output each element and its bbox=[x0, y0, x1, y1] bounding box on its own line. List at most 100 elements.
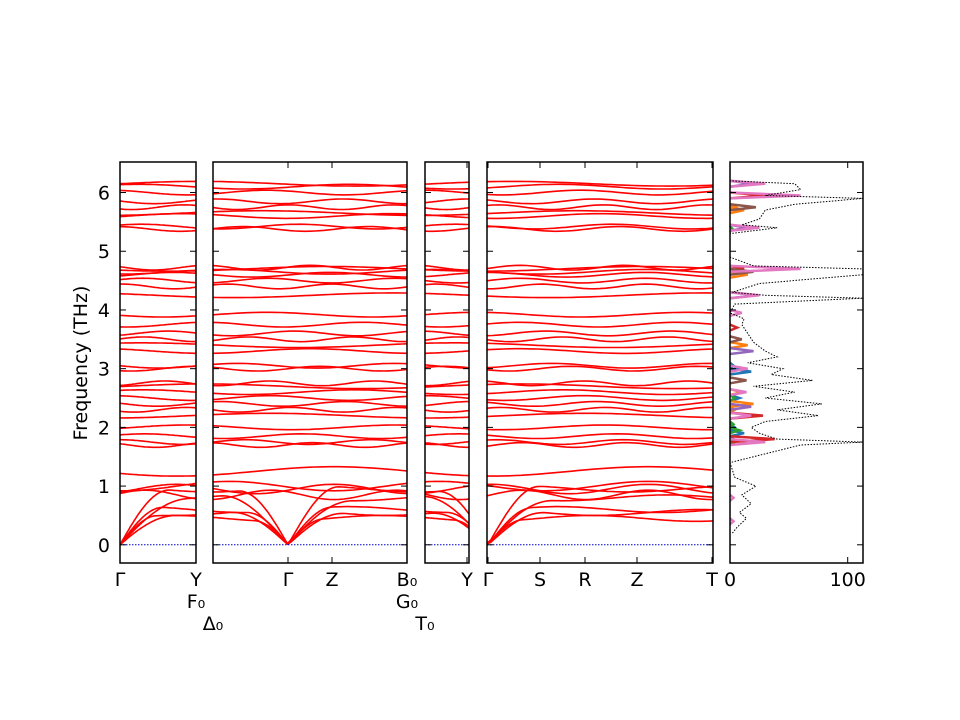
band-line bbox=[212, 489, 408, 501]
band-line bbox=[486, 365, 714, 372]
band-line bbox=[486, 342, 714, 349]
band-line bbox=[424, 279, 470, 284]
band-line bbox=[119, 406, 197, 413]
band-line bbox=[119, 433, 197, 439]
band-line bbox=[424, 206, 470, 211]
band-line bbox=[119, 223, 197, 229]
y-tick-label: 4 bbox=[98, 300, 110, 322]
band-line bbox=[212, 380, 408, 387]
band-line bbox=[119, 489, 197, 500]
band-line bbox=[486, 438, 714, 446]
band-line bbox=[424, 442, 469, 449]
band-line bbox=[424, 292, 469, 296]
band-line bbox=[212, 311, 408, 318]
panel-frame bbox=[424, 161, 470, 564]
x-tick-label: T bbox=[705, 569, 718, 591]
x-tick-label: B₀ bbox=[397, 569, 418, 591]
x-tick-label: Γ bbox=[115, 569, 126, 591]
band-line bbox=[425, 330, 470, 337]
band-line bbox=[486, 292, 714, 299]
band-line bbox=[212, 283, 408, 290]
y-tick-label: 0 bbox=[98, 535, 110, 557]
band-line bbox=[486, 389, 714, 396]
y-tick-label: 5 bbox=[98, 241, 110, 263]
band-line bbox=[424, 480, 470, 484]
band-line bbox=[119, 225, 197, 233]
acoustic-band-line bbox=[486, 494, 714, 545]
band-line bbox=[486, 212, 714, 220]
x-tick-label: Z bbox=[325, 569, 338, 591]
band-line bbox=[425, 384, 470, 388]
band-line bbox=[212, 183, 408, 190]
band-line bbox=[120, 395, 197, 402]
band-line bbox=[212, 321, 408, 328]
band-line bbox=[119, 183, 197, 188]
x-tick-label: Γ bbox=[283, 569, 294, 591]
band-line bbox=[119, 389, 197, 393]
panel-frame bbox=[486, 161, 714, 564]
y-tick-label: 3 bbox=[98, 359, 110, 381]
band-line bbox=[119, 199, 197, 205]
band-line bbox=[119, 204, 197, 211]
band-line bbox=[486, 347, 714, 355]
band-line bbox=[486, 183, 714, 190]
acoustic-band-line bbox=[119, 506, 197, 546]
band-line bbox=[424, 365, 470, 369]
band-line bbox=[486, 432, 714, 440]
band-line bbox=[486, 441, 714, 449]
acoustic-band-line bbox=[212, 511, 408, 546]
band-line bbox=[486, 321, 714, 328]
band-line bbox=[119, 189, 196, 196]
band-line bbox=[119, 383, 196, 388]
band-line bbox=[486, 180, 714, 187]
band-line bbox=[486, 209, 714, 216]
y-tick-label: 6 bbox=[98, 183, 110, 205]
band-line bbox=[212, 438, 408, 446]
band-line bbox=[486, 198, 714, 205]
band-line bbox=[486, 406, 714, 413]
band-line bbox=[487, 265, 714, 272]
band-line bbox=[212, 343, 408, 349]
x-tick-label: F₀ bbox=[187, 591, 206, 613]
band-line bbox=[486, 189, 714, 196]
acoustic-band-line bbox=[424, 495, 470, 525]
band-line bbox=[425, 214, 469, 219]
band-line bbox=[212, 336, 407, 343]
band-line bbox=[212, 271, 408, 278]
x-tick-label: Δ₀ bbox=[203, 613, 224, 635]
band-line bbox=[486, 330, 714, 337]
band-line bbox=[486, 394, 714, 402]
band-line bbox=[119, 271, 197, 277]
band-line bbox=[213, 383, 408, 390]
band-line bbox=[425, 380, 470, 387]
acoustic-band-line bbox=[212, 494, 408, 546]
band-line bbox=[119, 348, 196, 355]
acoustic-band-line bbox=[119, 497, 197, 546]
band-line bbox=[487, 271, 714, 278]
band-line bbox=[120, 438, 197, 446]
band-panel-3: T₀ Y bbox=[414, 161, 473, 635]
band-line bbox=[212, 432, 408, 440]
band-line bbox=[424, 223, 470, 227]
panel-frame bbox=[212, 161, 408, 564]
band-line bbox=[119, 212, 197, 218]
band-line bbox=[119, 442, 197, 449]
band-line bbox=[212, 406, 408, 413]
acoustic-band-line bbox=[425, 516, 470, 527]
band-line bbox=[487, 283, 714, 290]
band-line bbox=[212, 365, 408, 372]
band-line bbox=[120, 283, 197, 290]
acoustic-band-line bbox=[119, 514, 196, 546]
band-line bbox=[119, 180, 196, 185]
band-line bbox=[119, 330, 197, 336]
band-line bbox=[424, 272, 470, 278]
y-axis-label: Frequency (THz) bbox=[70, 286, 92, 441]
band-line bbox=[212, 394, 408, 402]
band-line bbox=[424, 400, 469, 407]
band-line bbox=[212, 212, 408, 220]
band-line bbox=[486, 277, 713, 284]
band-line bbox=[119, 414, 197, 419]
band-line bbox=[425, 227, 470, 233]
